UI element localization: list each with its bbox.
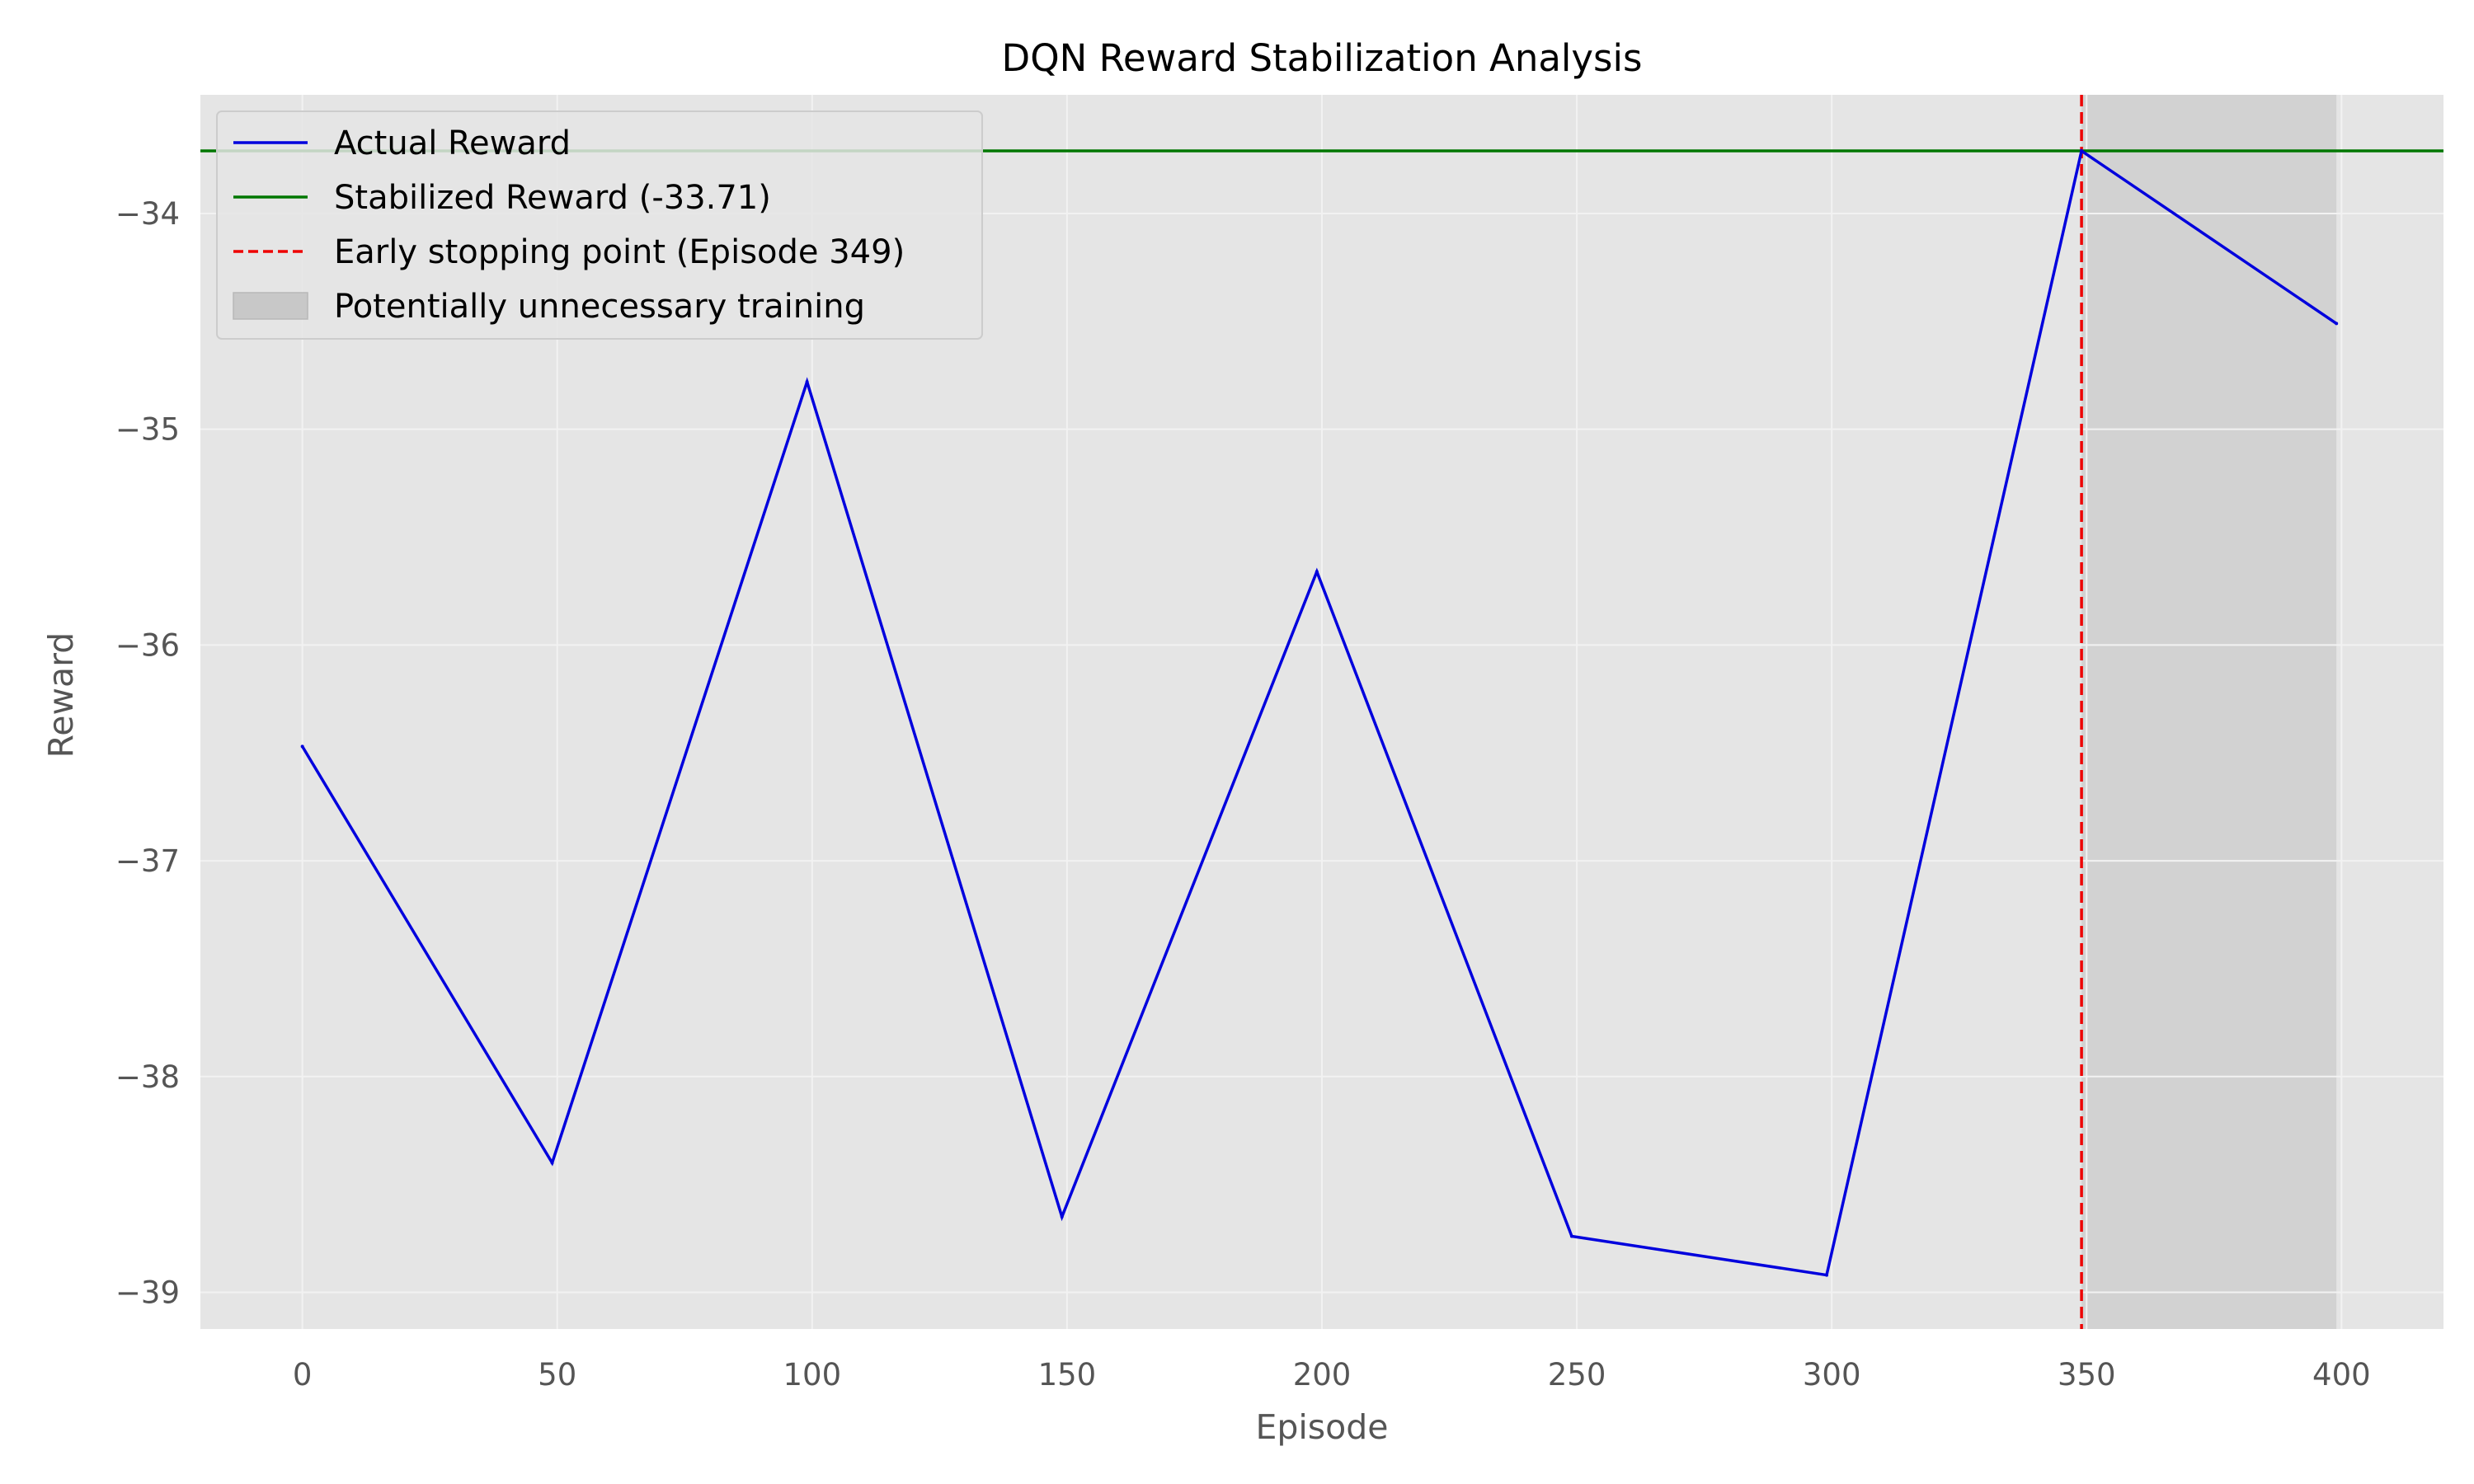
data-point-0-1 [550,1161,554,1165]
y-tick-labels: −39 −38 −37 −36 −35 −34 [115,196,180,1311]
legend-box [216,110,983,340]
legend: Actual Reward Stabilized Reward (-33.71) E… [216,110,983,340]
legend-label-3: Potentially unnecessary training [334,288,865,326]
x-tick-label-3: 150 [1038,1357,1097,1392]
y-tick-label-3: −36 [115,627,180,663]
series-layer [300,148,2339,1277]
x-tick-label-5: 250 [1548,1357,1606,1392]
chart-title: DQN Reward Stabilization Analysis [1002,36,1643,80]
y-axis-label: Reward [41,632,81,758]
shaded-region-0 [2081,95,2337,1329]
y-tick-label-2: −37 [115,843,180,879]
x-tick-label-1: 50 [538,1357,576,1392]
plot-area [200,95,2443,1329]
y-tick-label-1: −38 [115,1059,180,1095]
data-point-0-8 [2335,322,2339,326]
shade-layer [2081,95,2337,1329]
data-point-0-4 [1315,570,1319,574]
y-tick-label-4: −35 [115,412,180,448]
x-tick-labels: 0 50 100 150 200 250 300 350 400 [293,1357,2371,1392]
y-tick-label-0: −39 [115,1275,180,1311]
x-tick-label-6: 300 [1803,1357,1861,1392]
legend-swatch-3 [233,292,308,320]
y-tick-label-5: −34 [115,196,180,232]
x-tick-label-8: 400 [2312,1357,2371,1392]
x-tick-label-0: 0 [293,1357,313,1392]
x-tick-label-7: 350 [2058,1357,2116,1392]
data-point-0-5 [1569,1234,1573,1238]
data-point-0-3 [1060,1214,1064,1219]
legend-label-0: Actual Reward [334,124,571,162]
legend-label-2: Early stopping point (Episode 349) [334,233,905,271]
data-point-0-2 [805,380,809,384]
data-point-0-0 [300,744,304,749]
x-tick-label-2: 100 [783,1357,842,1392]
legend-label-1: Stabilized Reward (-33.71) [334,179,771,217]
data-point-0-7 [2080,149,2084,153]
data-point-0-6 [1825,1273,1828,1277]
x-tick-label-4: 200 [1293,1357,1352,1392]
x-axis-label: Episode [1255,1407,1388,1447]
